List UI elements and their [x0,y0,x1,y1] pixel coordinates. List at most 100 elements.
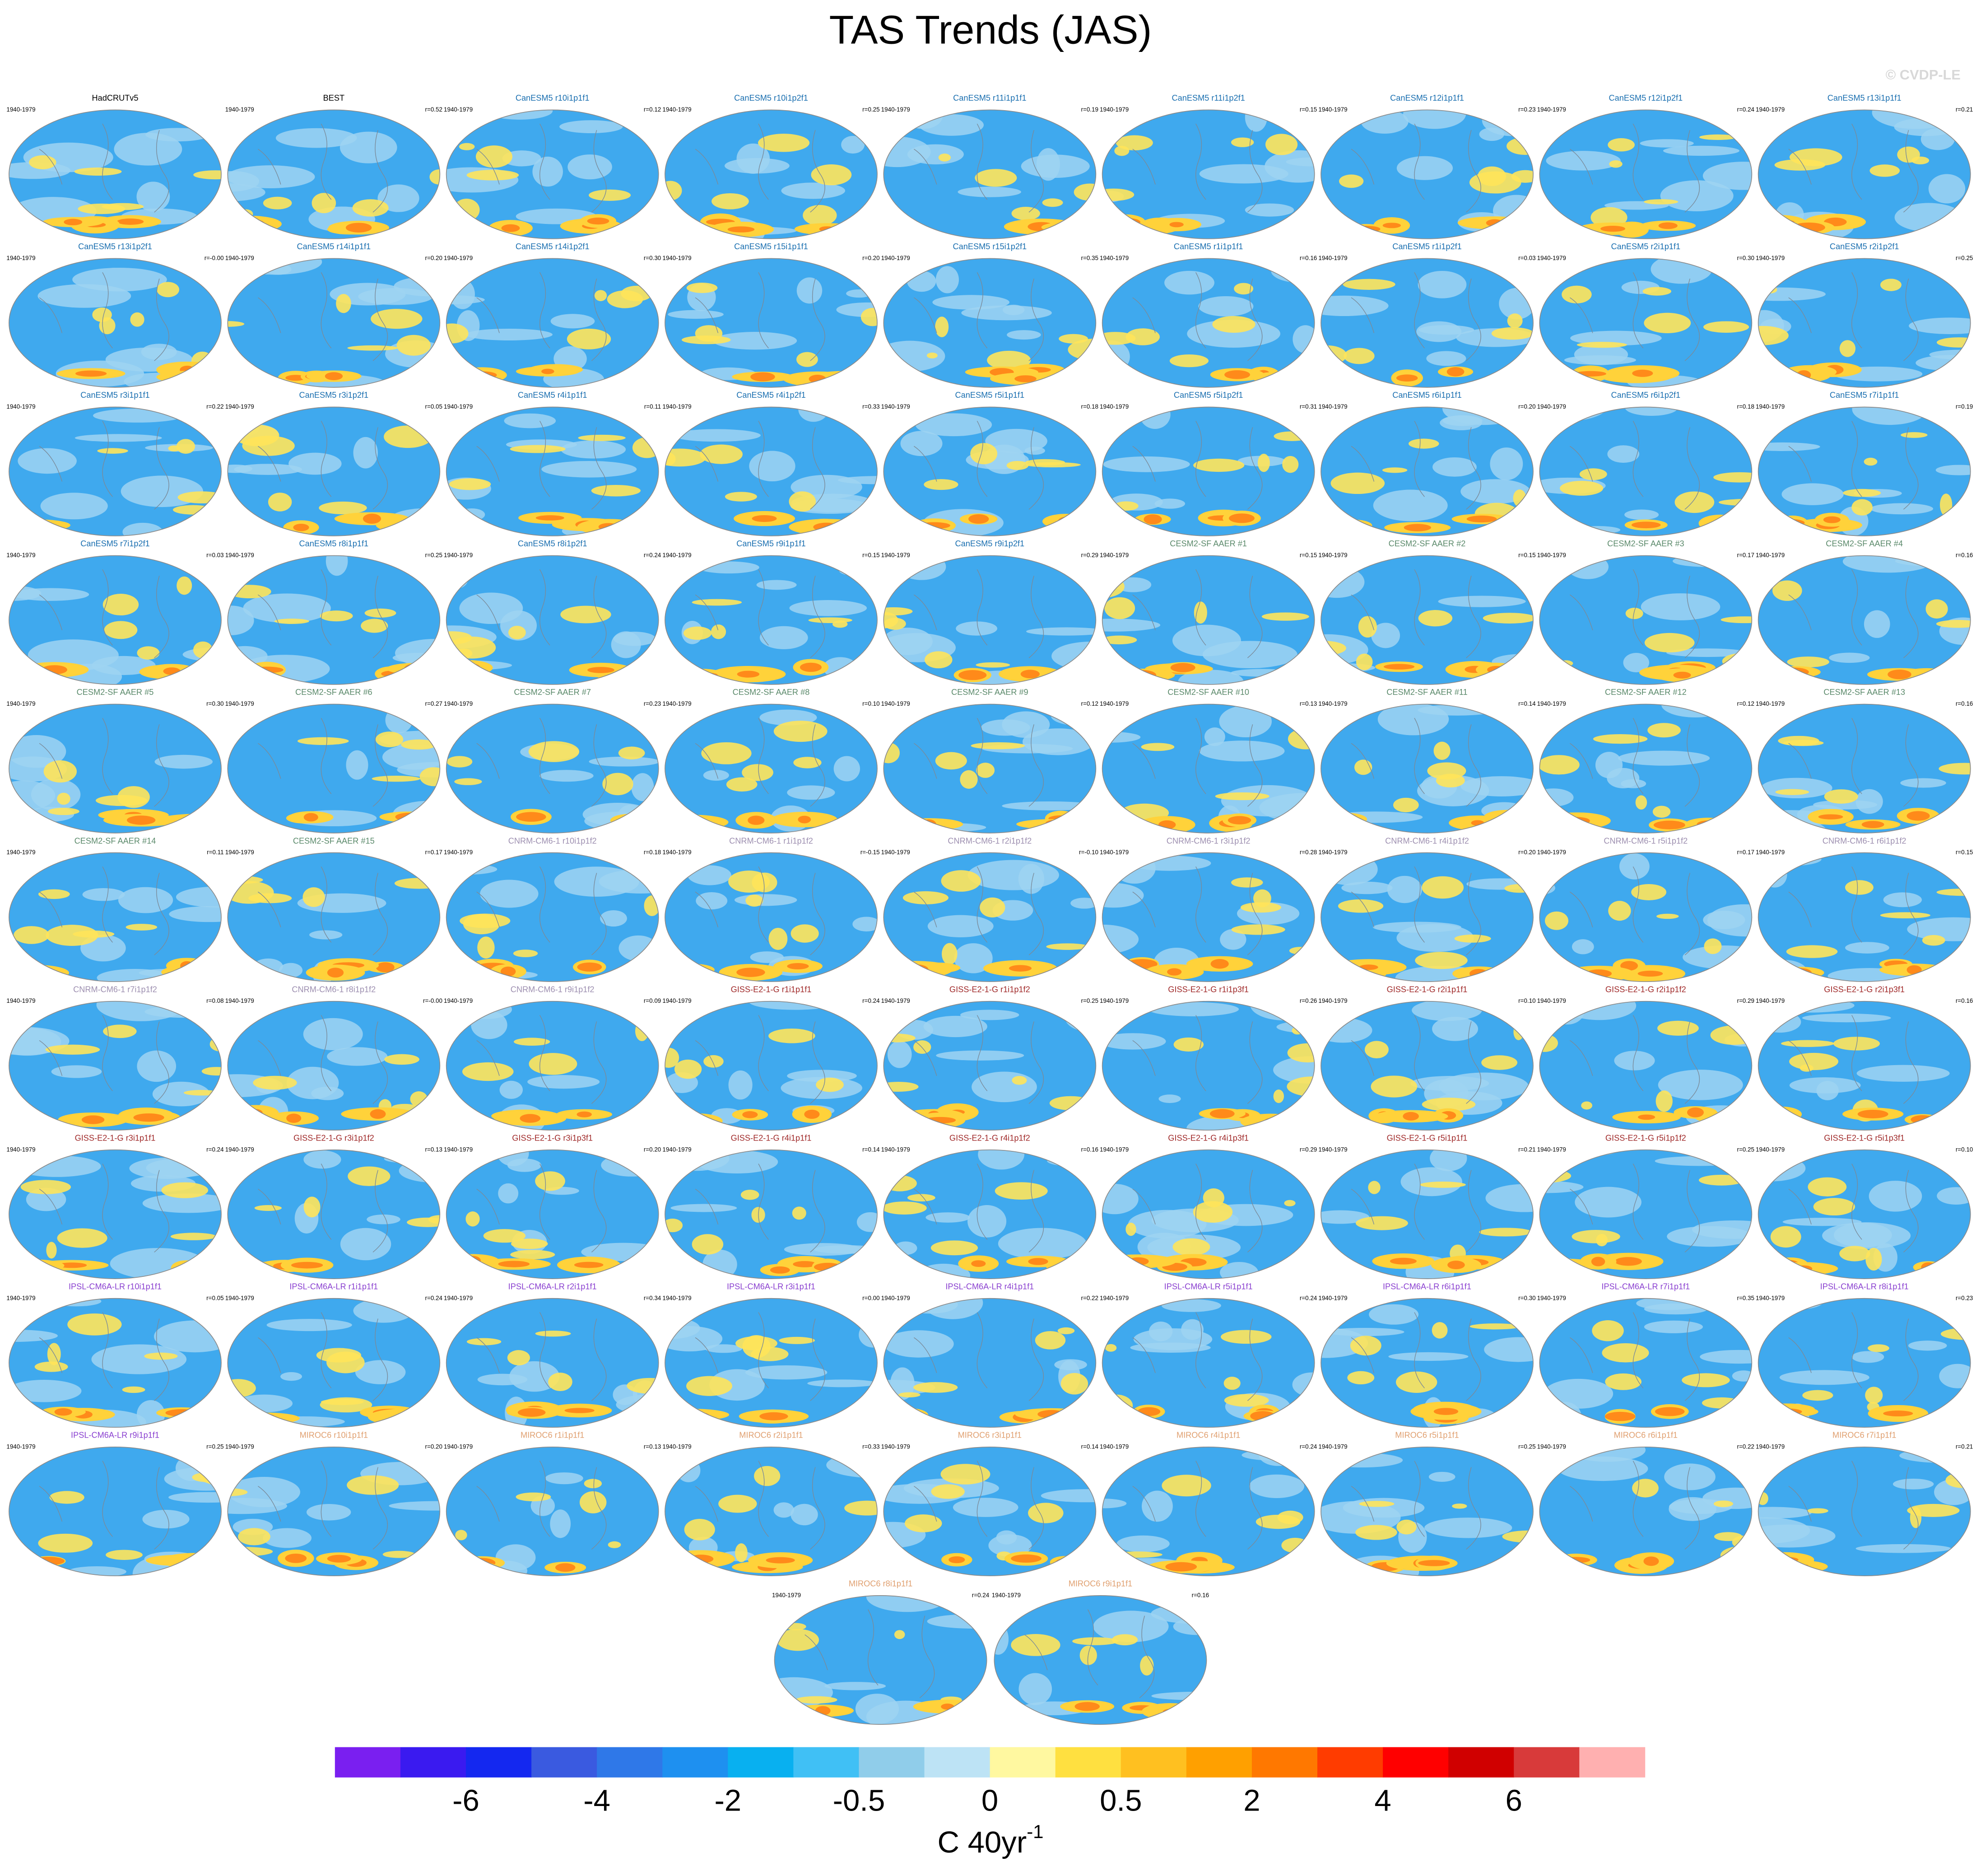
map-outline [1102,555,1315,685]
map-patch [1544,911,1568,930]
map-patch [228,321,245,327]
map-patch [1539,755,1580,775]
panel-correlation: r=0.35 [1081,255,1098,261]
coastline [39,1461,169,1550]
map-patch [1245,203,1294,217]
panel-correlation: r=0.20 [1518,849,1535,856]
panel-title: CanESM5 r13i1p2f1 [78,242,152,251]
map-patch [1242,1449,1308,1461]
map-patch [1162,1475,1211,1497]
coastline [1132,123,1263,213]
map-outline [9,109,222,239]
panel-correlation: r=0.24 [1300,1443,1317,1450]
panel-title: MIROC6 r5i1p1f1 [1395,1430,1459,1439]
map-patch [320,1397,372,1413]
panel-title: CanESM5 r11i1p2f1 [1172,93,1245,102]
map-patch [1382,223,1401,228]
map-patch [1770,1226,1801,1248]
map-patch [528,741,580,762]
map-outline [1102,852,1315,982]
map-patch [407,1269,440,1279]
panel-title: CanESM5 r12i1p1f1 [1390,93,1464,102]
map-outline [1758,1001,1971,1131]
map-patch [235,960,260,982]
coastline [258,1312,388,1401]
map-patch [885,1408,929,1423]
map-patch [1647,723,1681,738]
map-patch [688,865,731,885]
panel-title: CanESM5 r11i1p1f1 [953,93,1026,102]
panel-title: CNRM-CM6-1 r7i1p1f2 [73,985,157,994]
panel-correlation: r=0.25 [862,106,879,113]
map-patch [598,523,619,531]
map-patch [371,309,423,329]
map-patch [1936,337,1971,348]
panel-correlation: r=0.20 [1518,403,1535,410]
map-patch [1396,156,1453,180]
map-patch [1883,892,1922,908]
map-patch [466,170,519,181]
panel-title: MIROC6 r1i1p1f1 [521,1430,584,1439]
map-outline [446,406,659,536]
panel-period: 1940-1979 [881,700,910,707]
map-patch [184,1557,204,1564]
map-patch [1842,555,1933,573]
panel-period: 1940-1979 [1100,255,1129,261]
panel-title: CanESM5 r15i1p2f1 [953,242,1027,251]
panel-period: 1940-1979 [6,1294,35,1301]
panel-period: 1940-1979 [1537,997,1566,1004]
map-field [1539,110,1752,239]
map-patch [798,815,811,824]
panel-title: GISS-E2-1-G r3i1p1f1 [75,1133,156,1142]
map-patch [446,570,468,589]
map-patch [1170,663,1195,672]
map-patch [696,892,728,910]
map-patch [550,1509,571,1538]
map-patch [1893,1478,1934,1490]
panel-title: CESM2-SF AAER #6 [295,688,372,697]
map-patch [1632,1479,1659,1498]
map-patch [787,785,835,800]
map-patch [21,521,52,530]
map-field [446,852,659,982]
panel-correlation: r=0.16 [1300,255,1317,261]
map-patch [688,1555,714,1564]
map-field [1321,407,1534,536]
map-patch [1484,1337,1534,1362]
map-patch [1178,670,1244,684]
map-patch [1632,369,1653,377]
map-patch [1284,1200,1296,1206]
map-field [1539,1150,1752,1279]
map-patch [1936,620,1971,628]
map-patch [104,621,138,639]
coastline [1570,272,1700,361]
map-patch [126,924,158,931]
map-patch [703,1055,724,1068]
map-outline [665,1149,878,1279]
panel-correlation: r=0.21 [1956,106,1973,113]
map-patch [449,478,491,490]
colorbar-swatch [597,1747,663,1778]
map-patch [781,182,846,199]
panel-title: MIROC6 r4i1p1f1 [1177,1430,1240,1439]
panel-correlation: r=0.25 [425,552,442,559]
map-field [446,407,659,536]
panel-title: CanESM5 r2i1p1f1 [1611,242,1681,251]
map-patch [306,1504,351,1521]
colorbar-label: 6 [1506,1783,1522,1817]
map-patch [894,1630,905,1639]
panel-period: 1940-1979 [881,1443,910,1450]
map-patch [1857,1109,1888,1119]
map-patch [1151,1691,1207,1700]
map-patch [38,889,70,899]
map-patch [1729,121,1750,139]
